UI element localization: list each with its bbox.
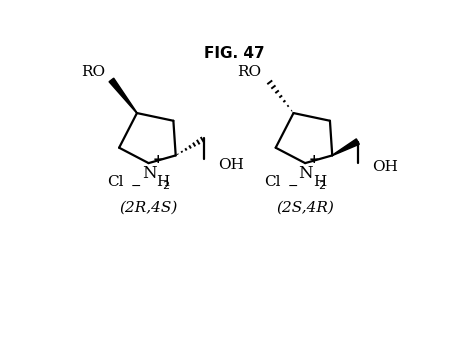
- Text: H: H: [313, 175, 326, 188]
- Text: +: +: [153, 153, 163, 166]
- Text: 2: 2: [162, 181, 169, 191]
- Text: RO: RO: [81, 65, 105, 79]
- Text: −: −: [131, 180, 141, 193]
- Text: N: N: [298, 165, 313, 182]
- Text: (2R,4S): (2R,4S): [119, 201, 178, 215]
- Text: H: H: [156, 175, 170, 188]
- Polygon shape: [109, 78, 137, 113]
- Text: OH: OH: [372, 160, 398, 174]
- Text: +: +: [309, 153, 320, 166]
- Text: −: −: [287, 180, 298, 193]
- Text: RO: RO: [237, 65, 261, 79]
- Text: 2: 2: [319, 181, 326, 191]
- Text: Cl: Cl: [264, 175, 280, 190]
- Text: N: N: [142, 165, 157, 182]
- Text: Cl: Cl: [107, 175, 124, 190]
- Polygon shape: [332, 139, 359, 156]
- Text: (2S,4R): (2S,4R): [276, 201, 334, 215]
- Text: OH: OH: [218, 158, 244, 173]
- Text: FIG. 47: FIG. 47: [203, 46, 264, 61]
